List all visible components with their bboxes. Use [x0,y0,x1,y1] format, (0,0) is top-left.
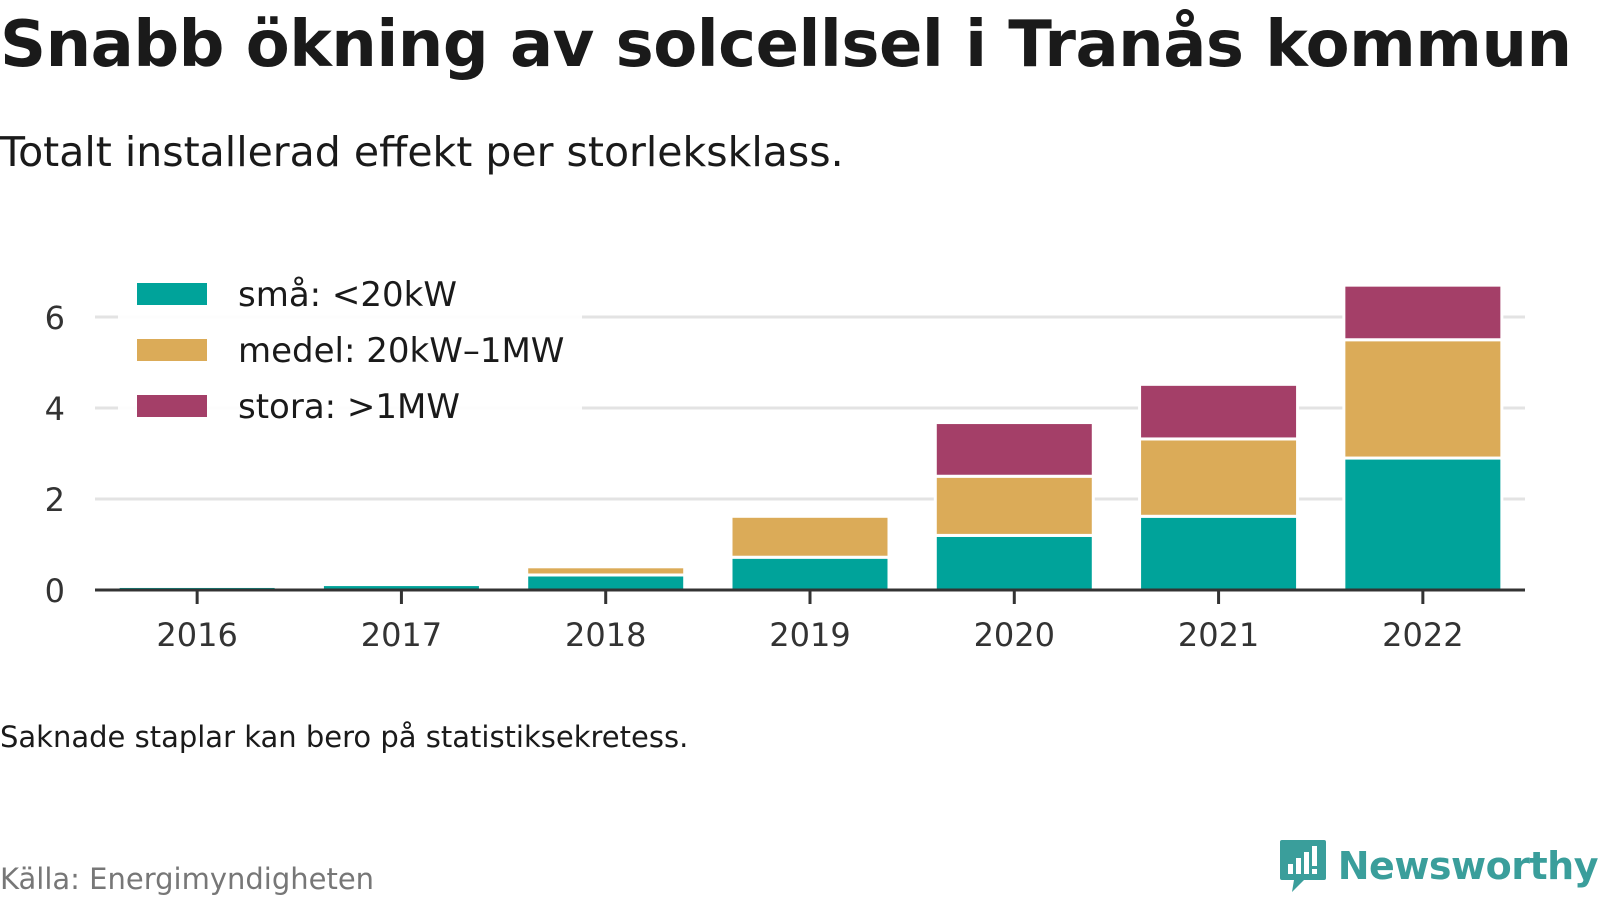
legend-swatch [137,339,207,361]
legend-swatch [137,395,207,417]
legend-swatch [137,283,207,305]
chart-title: Snabb ökning av solcellsel i Tranås komm… [0,8,1572,82]
x-tick-label: 2021 [1178,616,1259,654]
x-tick-label: 2022 [1382,616,1463,654]
x-tick-label: 2017 [361,616,442,654]
chart-subtitle: Totalt installerad effekt per storlekskl… [0,128,844,176]
bar-segment [1138,437,1300,518]
source-label: Källa: Energimyndigheten [0,862,375,896]
bar-segment [525,565,687,577]
y-axis: 0 2 4 6 [45,299,65,610]
x-tick-label: 2020 [974,616,1055,654]
bar-segment [525,573,687,592]
bar-segment [1342,456,1504,592]
bars [116,283,1504,592]
brand-name: Newsworthy [1337,844,1599,888]
bar-segment [116,583,278,588]
newsworthy-logo-icon [1279,840,1326,892]
x-tick-label: 2018 [565,616,646,654]
legend-label: medel: 20kW–1MW [238,331,564,371]
stacked-bar-chart: små: <20kW medel: 20kW–1MW stora: >1MW 0 2 4… [44,262,1525,654]
brand-logo: Newsworthy [1278,838,1599,894]
bar-segment [933,533,1095,592]
bar-segment [729,555,891,592]
bar-segment [320,580,482,587]
y-tick-label: 4 [45,390,65,428]
legend-label: stora: >1MW [238,387,460,427]
x-tick-label: 2019 [769,616,850,654]
bar-segment [933,474,1095,537]
x-tick-label: 2016 [156,616,237,654]
bar-segment [933,421,1095,478]
y-tick-label: 6 [45,299,65,337]
bar-segment [1342,283,1504,342]
y-tick-label: 2 [45,481,65,519]
legend-label: små: <20kW [238,275,457,315]
legend: små: <20kW medel: 20kW–1MW stora: >1MW [118,262,582,434]
bar-segment [1138,514,1300,592]
y-tick-label: 0 [45,572,65,610]
bar-segment [1342,338,1504,460]
bar-segment [1138,382,1300,441]
footnote: Saknade staplar kan bero på statistiksek… [0,720,689,754]
bar-segment [729,514,891,559]
x-axis: 2016 2017 2018 2019 2020 2021 2022 [95,588,1525,654]
